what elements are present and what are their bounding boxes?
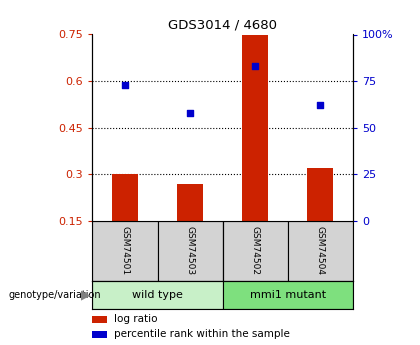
Text: log ratio: log ratio xyxy=(114,314,157,324)
Bar xyxy=(223,281,353,309)
Text: wild type: wild type xyxy=(132,290,183,300)
Point xyxy=(252,63,259,69)
Bar xyxy=(92,316,107,323)
Bar xyxy=(92,221,158,281)
Text: GSM74503: GSM74503 xyxy=(186,226,194,276)
Bar xyxy=(158,221,223,281)
Bar xyxy=(112,174,138,221)
Point xyxy=(187,110,194,116)
Bar xyxy=(223,221,288,281)
Text: ▶: ▶ xyxy=(81,288,90,302)
Bar xyxy=(242,34,268,221)
Text: percentile rank within the sample: percentile rank within the sample xyxy=(114,329,289,339)
Text: GSM74504: GSM74504 xyxy=(316,226,325,276)
Point xyxy=(317,102,324,108)
Bar xyxy=(177,184,203,221)
Text: GSM74502: GSM74502 xyxy=(251,226,260,276)
Bar xyxy=(307,168,333,221)
Text: GSM74501: GSM74501 xyxy=(121,226,129,276)
Title: GDS3014 / 4680: GDS3014 / 4680 xyxy=(168,19,277,32)
Text: mmi1 mutant: mmi1 mutant xyxy=(249,290,326,300)
Bar xyxy=(288,221,353,281)
Bar xyxy=(92,331,107,338)
Bar xyxy=(92,281,223,309)
Text: genotype/variation: genotype/variation xyxy=(8,290,101,300)
Point xyxy=(122,82,129,88)
